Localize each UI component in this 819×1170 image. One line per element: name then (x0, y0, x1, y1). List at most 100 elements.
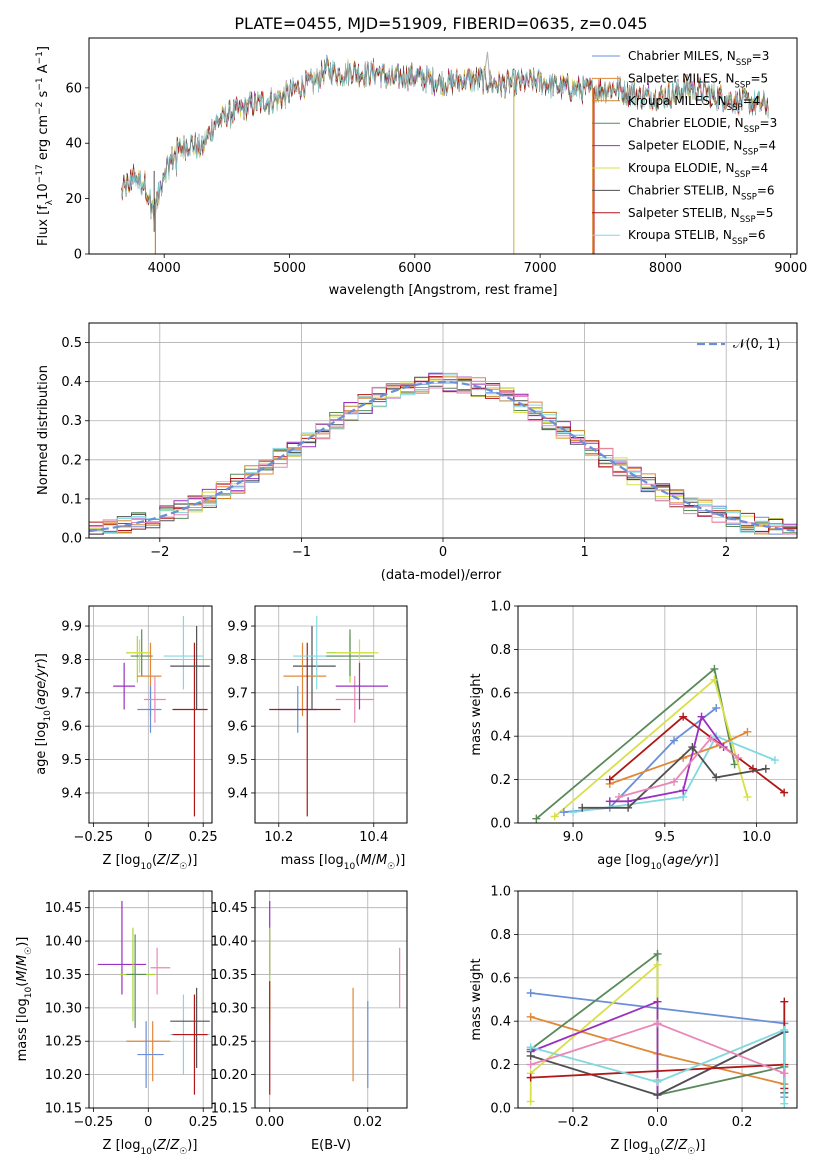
label-part: age [log (597, 853, 650, 868)
y-tick-label: 10.40 (211, 935, 248, 950)
legend-subscript: SSP (735, 170, 751, 180)
x-tick-label: 2 (722, 545, 730, 560)
legend-text: =4 (758, 139, 776, 153)
x-tick-label: 0.0 (647, 1115, 668, 1130)
x-tick-label: 10.4 (359, 830, 388, 845)
plot-area (121, 51, 769, 254)
x-tick-label: 0 (144, 830, 152, 845)
mass-vs-reddening-panel: 0.00 0.02 10.15 10.20 10.25 10.30 10.35 10.40 10… (211, 890, 408, 1153)
legend-label: Salpeter ELODIE, NSSP=4 (628, 139, 776, 158)
weight-marker (526, 988, 535, 997)
label-part: erg cm (36, 115, 51, 164)
y-tick-label: 9.7 (227, 686, 248, 701)
legend-label: Kroupa STELIB, NSSP=6 (628, 228, 766, 247)
weight-marker (605, 797, 614, 806)
y-axis-label: mass weight (469, 673, 484, 755)
weight-marker (770, 756, 779, 765)
label-part: M (15, 955, 30, 966)
weight-marker (712, 703, 721, 712)
weight-series (609, 731, 748, 785)
legend-subscript: SSP (744, 125, 760, 135)
weight-marker (743, 792, 752, 801)
label-part: Z [log (103, 853, 141, 868)
y-tick-label: 0 (74, 248, 82, 263)
y-tick-label: 9.8 (227, 653, 248, 668)
weight-marker (710, 664, 719, 673)
legend-text: =6 (748, 228, 766, 242)
y-axis-label: age [log10(age/yr)] (34, 653, 53, 775)
spectral-feature (483, 51, 491, 83)
x-axis-label: (data-model)/error (381, 568, 502, 583)
weight-marker (532, 814, 541, 823)
y-tick-label: 0.0 (490, 817, 511, 832)
label-part: )] (34, 653, 49, 663)
y-tick-label: 10.25 (45, 1035, 82, 1050)
x-axis-label: Z [log10(Z/Z☉)] (103, 853, 198, 872)
x-axis-label: wavelength [Angstrom, rest frame] (329, 283, 558, 298)
legend-text: =4 (743, 94, 761, 108)
x-tick-label: −0.25 (73, 1115, 113, 1130)
x-tick-label: 0.00 (255, 1115, 284, 1130)
weight-marker (653, 1019, 662, 1028)
mass-vs-metallicity-panel: −0.25 0 0.25 10.15 10.20 10.25 10.30 10.35 10.40… (15, 890, 218, 1157)
weight-marker (710, 675, 719, 684)
legend-text: =3 (760, 116, 778, 130)
label-part: ( (152, 1138, 157, 1153)
label-part: Z (156, 1138, 167, 1153)
weight-marker (780, 997, 789, 1006)
label-part: / (15, 965, 30, 970)
legend-text: Kroupa MILES, N (628, 94, 727, 108)
label-part: ( (15, 982, 30, 987)
weight-marker (526, 1051, 535, 1060)
weight-marker (706, 734, 715, 743)
label-part: M (15, 970, 30, 981)
y-tick-label: 10.35 (45, 968, 82, 983)
x-tick-label: 9.5 (654, 830, 675, 845)
label-part: 10 (344, 862, 356, 872)
legend-subscript: SSP (736, 58, 752, 68)
y-axis-label: mass [log10(M/M☉)] (15, 937, 34, 1062)
weight-marker (653, 949, 662, 958)
y-tick-label: 9.5 (227, 753, 248, 768)
legend-text: Kroupa ELODIE, N (628, 161, 735, 175)
x-tick-label: 0 (439, 545, 447, 560)
x-tick-label: −0.25 (73, 830, 113, 845)
label-part: ( (660, 1138, 665, 1153)
plot-area (97, 901, 210, 1095)
legend-text: Salpeter ELODIE, N (628, 139, 742, 153)
legend-text: =3 (752, 49, 770, 63)
weight-marker (559, 808, 568, 817)
x-axis-label: E(B-V) (311, 1138, 351, 1153)
x-tick-label: 6000 (398, 261, 431, 276)
weight-marker (670, 736, 679, 745)
x-tick-label: 10.2 (264, 830, 293, 845)
legend-text: Salpeter STELIB, N (628, 206, 740, 220)
spectrum-line (121, 56, 769, 223)
label-part: −1 (35, 77, 45, 90)
y-tick-label: 1.0 (490, 600, 511, 615)
mass-weight-vs-metallicity-panel: −0.2 0.0 0.20.00.20.40.60.81.0Z [log10(Z/Z… (469, 885, 798, 1157)
label-part: age/yr (34, 662, 49, 705)
label-part: 10 (140, 1147, 152, 1157)
label-part: 10 (24, 986, 34, 998)
axes-frame (88, 890, 213, 1109)
weight-marker (780, 1099, 789, 1108)
weight-marker (569, 808, 578, 817)
legend-text: Chabrier MILES, N (628, 49, 736, 63)
x-axis-label: Z [log10(Z/Z☉)] (611, 1138, 706, 1157)
legend-label: Kroupa ELODIE, NSSP=4 (628, 161, 768, 180)
y-tick-label: 0.2 (490, 773, 511, 788)
y-tick-label: 0.5 (61, 336, 82, 351)
label-part: )] (187, 853, 197, 868)
label-part: −17 (35, 164, 45, 183)
legend-subscript: SSP (741, 192, 757, 202)
y-tick-label: 10.45 (45, 901, 82, 916)
label-part: −1 (35, 51, 45, 64)
legend-subscript: SSP (732, 237, 748, 247)
label-part: λ (45, 199, 55, 205)
plot-area (269, 616, 388, 817)
weight-marker (605, 775, 614, 784)
label-part: ☉ (179, 1147, 187, 1157)
weight-marker (712, 773, 721, 782)
